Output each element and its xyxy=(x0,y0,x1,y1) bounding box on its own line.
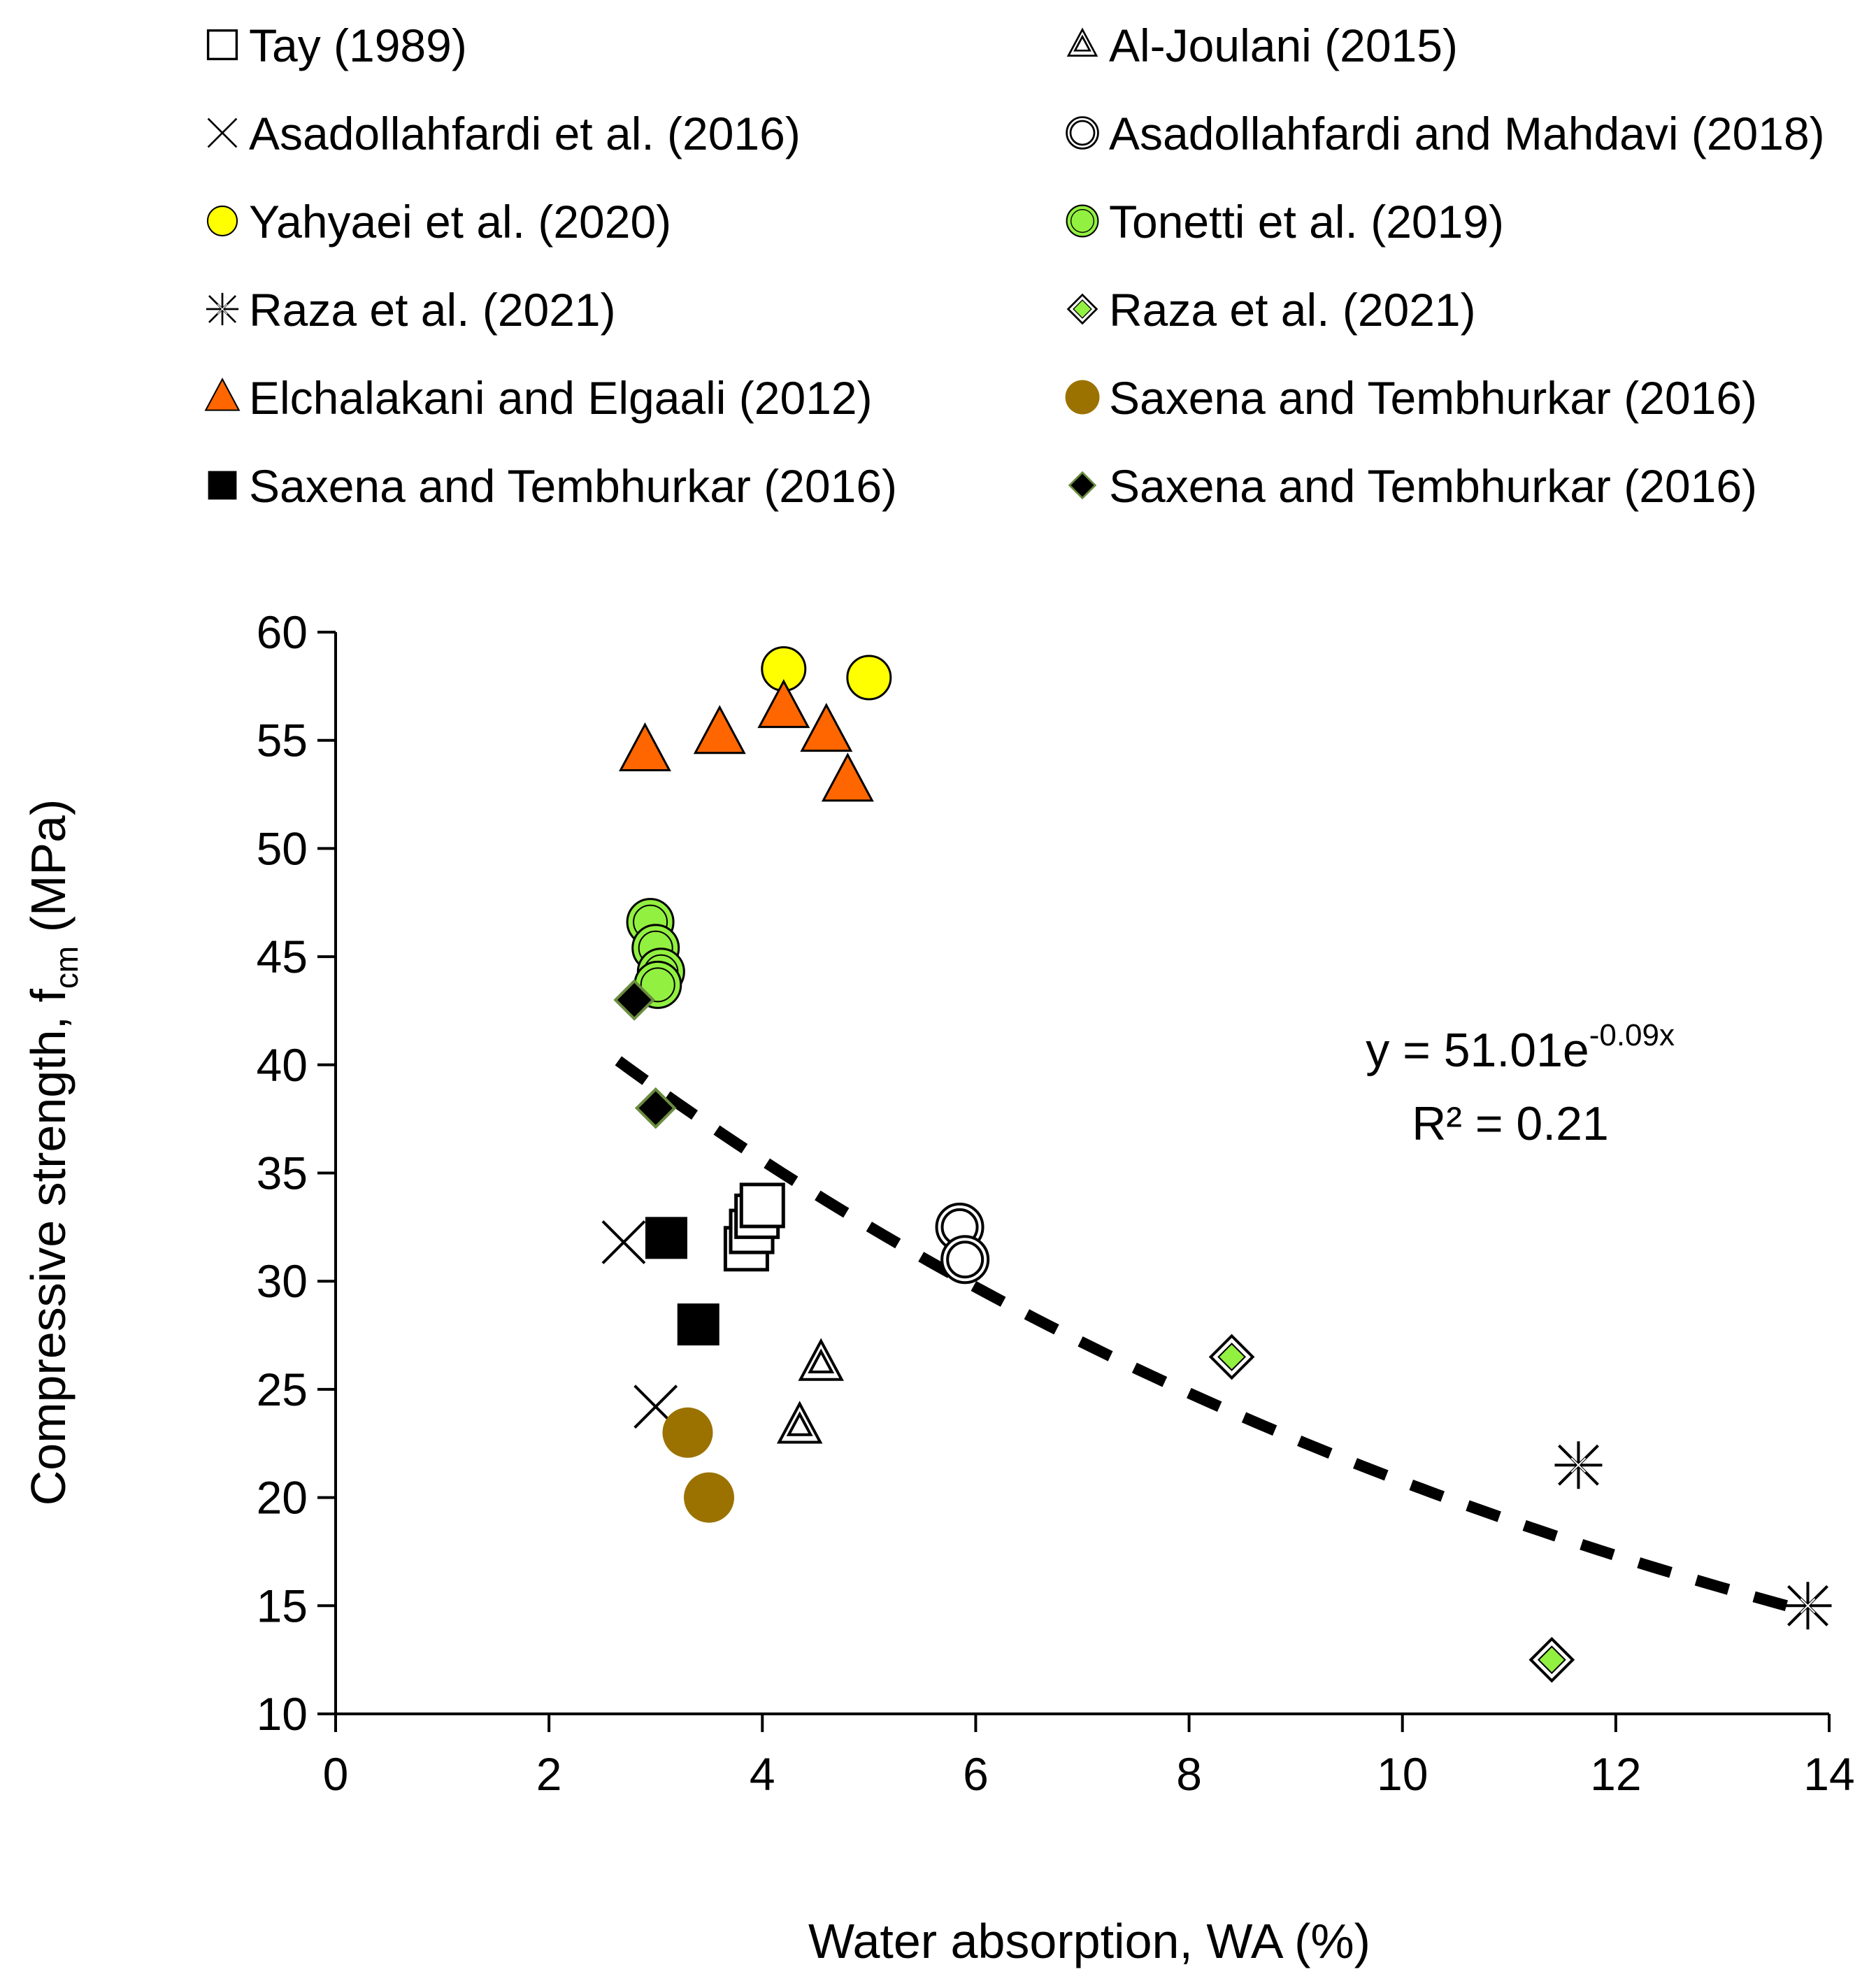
legend-label: Saxena and Tembhurkar (2016) xyxy=(249,460,897,512)
data-point-circle-brown xyxy=(662,1407,713,1458)
data-point-square-black xyxy=(677,1303,719,1346)
trend-r2: R² = 0.21 xyxy=(1412,1097,1609,1150)
data-point-triangle-orange xyxy=(618,722,671,772)
data-point-circle-ring xyxy=(940,1235,990,1285)
trendline xyxy=(615,1056,1810,1617)
x-tick-label: 4 xyxy=(750,1748,775,1800)
data-point-circle-yellow xyxy=(846,655,892,701)
legend-item: Tay (1989) xyxy=(206,20,467,71)
y-tick-label: 35 xyxy=(257,1147,308,1199)
legend-label: Al-Joulani (2015) xyxy=(1109,20,1458,71)
data-point-diamond-green xyxy=(1528,1636,1575,1683)
data-point-asterisk xyxy=(1784,1582,1832,1630)
data-point-square-open xyxy=(739,1182,785,1229)
data-point-square-black xyxy=(645,1217,687,1259)
trend-equation: y = 51.01e-0.09x xyxy=(1366,1018,1675,1077)
y-tick-label: 10 xyxy=(257,1688,308,1740)
legend-item: Yahyaei et al. (2020) xyxy=(206,196,671,248)
x-tick-label: 6 xyxy=(963,1748,989,1800)
legend-marker xyxy=(206,205,238,237)
data-point-triangle-orange xyxy=(757,679,810,729)
data-point-triangle-orange xyxy=(693,705,746,755)
data-point-diamond-black xyxy=(613,979,656,1021)
legend-item: Raza et al. (2021) xyxy=(206,284,616,336)
legend-item: Al-Joulani (2015) xyxy=(1066,20,1458,71)
legend-marker xyxy=(208,471,237,500)
x-tick-label: 0 xyxy=(323,1748,349,1800)
legend-marker xyxy=(1066,293,1098,325)
y-tick-label: 55 xyxy=(257,715,308,766)
legend-label: Tonetti et al. (2019) xyxy=(1109,196,1504,248)
legend-item: Asadollahfardi et al. (2016) xyxy=(207,108,801,159)
legend-marker xyxy=(1066,27,1098,57)
data-point-triangle-orange xyxy=(800,703,853,752)
data-point-triangle-double xyxy=(798,1338,844,1381)
legend: Tay (1989) Al-Joulani (2015) Asadollahfard… xyxy=(204,20,1825,512)
legend-item: Saxena and Tembhurkar (2016) xyxy=(1065,372,1757,424)
legend-label: Raza et al. (2021) xyxy=(1109,284,1476,336)
legend-label: Yahyaei et al. (2020) xyxy=(249,196,671,248)
legend-marker xyxy=(206,29,238,61)
y-tick-label: 45 xyxy=(257,931,308,982)
data-point-triangle-double xyxy=(776,1401,823,1444)
x-tick-label: 10 xyxy=(1377,1748,1428,1800)
data-point-asterisk xyxy=(1554,1441,1603,1489)
legend-item: Tonetti et al. (2019) xyxy=(1066,196,1504,248)
legend-marker xyxy=(1066,204,1099,238)
x-axis-label: Water absorption, WA (%) xyxy=(808,1914,1370,1968)
y-tick-label: 30 xyxy=(257,1255,308,1307)
legend-marker xyxy=(204,377,241,411)
legend-label: Tay (1989) xyxy=(249,20,467,71)
y-tick-label: 50 xyxy=(257,822,308,874)
trendline-group xyxy=(615,1056,1810,1617)
legend-item: Elchalakani and Elgaali (2012) xyxy=(204,372,873,424)
legend-label: Asadollahfardi and Mahdavi (2018) xyxy=(1109,108,1825,159)
legend-label: Saxena and Tembhurkar (2016) xyxy=(1109,372,1757,424)
legend-label: Elchalakani and Elgaali (2012) xyxy=(249,372,873,424)
x-tick-label: 14 xyxy=(1803,1748,1854,1800)
x-tick-label: 8 xyxy=(1176,1748,1202,1800)
legend-label: Saxena and Tembhurkar (2016) xyxy=(1109,460,1757,512)
y-tick-label: 25 xyxy=(257,1364,308,1415)
data-point-circle-brown xyxy=(684,1472,734,1523)
legend-marker xyxy=(1068,471,1097,500)
y-axis-label: Compressive strength, fcm (MPa) xyxy=(21,799,85,1506)
data-points xyxy=(601,646,1832,1683)
legend-marker xyxy=(206,292,239,326)
legend-item: Saxena and Tembhurkar (2016) xyxy=(1068,460,1757,512)
legend-item: Saxena and Tembhurkar (2016) xyxy=(208,460,897,512)
y-tick-label: 15 xyxy=(257,1580,308,1631)
axes: 10 15 20 25 30 35 40 45 50 55 60 0 2 4 6 8 10 12 14 xyxy=(257,606,1855,1800)
legend-item: Raza et al. (2021) xyxy=(1066,284,1476,336)
legend-label: Raza et al. (2021) xyxy=(249,284,616,336)
legend-label: Asadollahfardi et al. (2016) xyxy=(249,108,801,159)
y-tick-label: 60 xyxy=(257,606,308,658)
data-point-diamond-green xyxy=(1208,1333,1255,1380)
y-tick-label: 40 xyxy=(257,1039,308,1091)
data-point-diamond-black xyxy=(634,1087,677,1129)
legend-marker xyxy=(207,117,238,148)
data-point-triangle-orange xyxy=(821,752,874,802)
x-tick-label: 2 xyxy=(536,1748,562,1800)
y-tick-label: 20 xyxy=(257,1472,308,1524)
legend-marker xyxy=(1066,116,1099,150)
legend-item: Asadollahfardi and Mahdavi (2018) xyxy=(1066,108,1825,159)
data-point-x xyxy=(601,1220,646,1264)
x-tick-label: 12 xyxy=(1590,1748,1641,1800)
legend-marker xyxy=(1065,380,1100,415)
